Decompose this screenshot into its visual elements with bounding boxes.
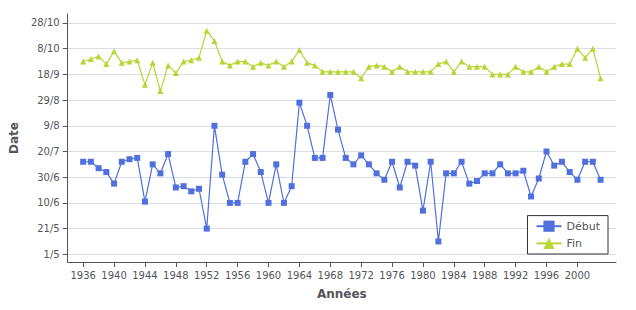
svg-text:1940: 1940	[101, 270, 126, 281]
svg-text:1968: 1968	[318, 270, 343, 281]
svg-text:Date: Date	[7, 122, 21, 154]
svg-text:1960: 1960	[256, 270, 281, 281]
svg-text:28/10: 28/10	[31, 17, 60, 28]
svg-text:Fin: Fin	[566, 237, 582, 250]
svg-text:1984: 1984	[441, 270, 466, 281]
svg-text:Années: Années	[317, 287, 367, 301]
svg-text:Début: Début	[566, 220, 600, 233]
svg-text:10/6: 10/6	[37, 197, 59, 208]
svg-text:1948: 1948	[163, 270, 188, 281]
svg-text:8/10: 8/10	[37, 43, 59, 54]
svg-text:1952: 1952	[194, 270, 219, 281]
svg-text:1/5: 1/5	[44, 249, 60, 260]
svg-text:1980: 1980	[410, 270, 435, 281]
svg-text:1996: 1996	[534, 270, 559, 281]
svg-text:21/5: 21/5	[37, 223, 59, 234]
svg-text:1964: 1964	[287, 270, 312, 281]
svg-text:1972: 1972	[348, 270, 373, 281]
svg-text:1956: 1956	[225, 270, 250, 281]
svg-text:18/9: 18/9	[37, 69, 59, 80]
svg-text:30/6: 30/6	[37, 172, 59, 183]
svg-text:1988: 1988	[472, 270, 497, 281]
svg-text:29/8: 29/8	[37, 95, 59, 106]
svg-text:1976: 1976	[379, 270, 404, 281]
svg-text:20/7: 20/7	[37, 146, 59, 157]
svg-text:9/8: 9/8	[44, 120, 60, 131]
svg-text:1936: 1936	[70, 270, 95, 281]
svg-text:2000: 2000	[565, 270, 590, 281]
svg-text:1992: 1992	[503, 270, 528, 281]
svg-text:1944: 1944	[132, 270, 157, 281]
